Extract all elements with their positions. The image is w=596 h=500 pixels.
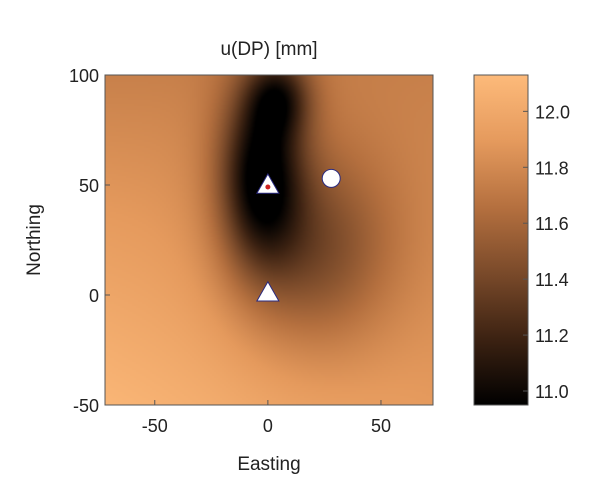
circle-marker-1: [321, 168, 341, 188]
y-axis: 100 50 0 -50: [69, 66, 110, 416]
y-tick-label: -50: [73, 396, 99, 416]
colorbar: [473, 74, 529, 406]
triangle-marker-2: [256, 280, 280, 302]
heatmap-image: [105, 75, 433, 405]
y-tick-label: 100: [69, 66, 99, 86]
marker-center-dot: [265, 184, 271, 190]
y-axis-label: Northing: [24, 204, 45, 276]
x-axis-label: Easting: [237, 454, 300, 475]
y-tick-label: 0: [89, 286, 99, 306]
x-tick-label: 0: [263, 416, 273, 436]
colorbar-tick-label: 12.0: [535, 102, 570, 122]
chart-title: u(DP) [mm]: [220, 39, 317, 60]
colorbar-tick-label: 11.4: [535, 270, 569, 290]
marker-layer: [256, 168, 341, 302]
x-axis: -50 0 50: [142, 400, 391, 436]
colorbar-tick-label: 11.0: [535, 382, 569, 402]
heatmap-plot-area: [105, 75, 433, 405]
colorbar-tick-label: 11.2: [535, 326, 569, 346]
y-tick-label: 50: [79, 176, 99, 196]
plot-frame: [104, 74, 434, 406]
colorbar-axis: 12.0 11.8 11.6 11.4 11.2 11.0: [523, 102, 570, 402]
x-tick-label: -50: [142, 416, 168, 436]
colorbar-tick-label: 11.8: [535, 158, 569, 178]
x-tick-label: 50: [371, 416, 391, 436]
colorbar-tick-label: 11.6: [535, 214, 569, 234]
triangle-marker-0: [256, 172, 280, 194]
